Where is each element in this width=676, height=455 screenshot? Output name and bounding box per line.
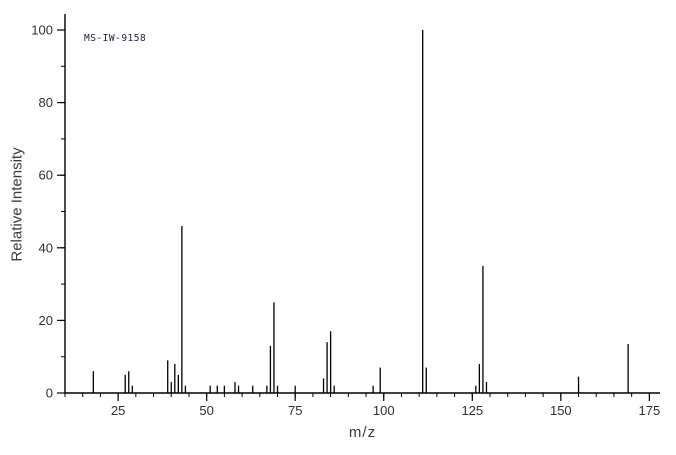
- x-tick-label: 100: [373, 403, 395, 418]
- x-tick-label: 150: [550, 403, 572, 418]
- y-tick-label: 80: [39, 95, 53, 110]
- x-tick-label: 125: [461, 403, 483, 418]
- x-tick-label: 50: [199, 403, 213, 418]
- x-axis-label: m/z: [348, 424, 377, 441]
- x-tick-label: 25: [111, 403, 125, 418]
- y-tick-label: 20: [39, 313, 53, 328]
- y-axis-label: Relative Intensity: [8, 147, 26, 262]
- x-tick-label: 75: [288, 403, 302, 418]
- y-tick-label: 40: [39, 240, 53, 255]
- y-tick-label: 0: [46, 386, 53, 401]
- y-tick-label: 100: [31, 23, 53, 38]
- spectrum-id-label: MS-IW-9158: [84, 33, 147, 44]
- x-tick-label: 175: [639, 403, 661, 418]
- y-tick-label: 60: [39, 168, 53, 183]
